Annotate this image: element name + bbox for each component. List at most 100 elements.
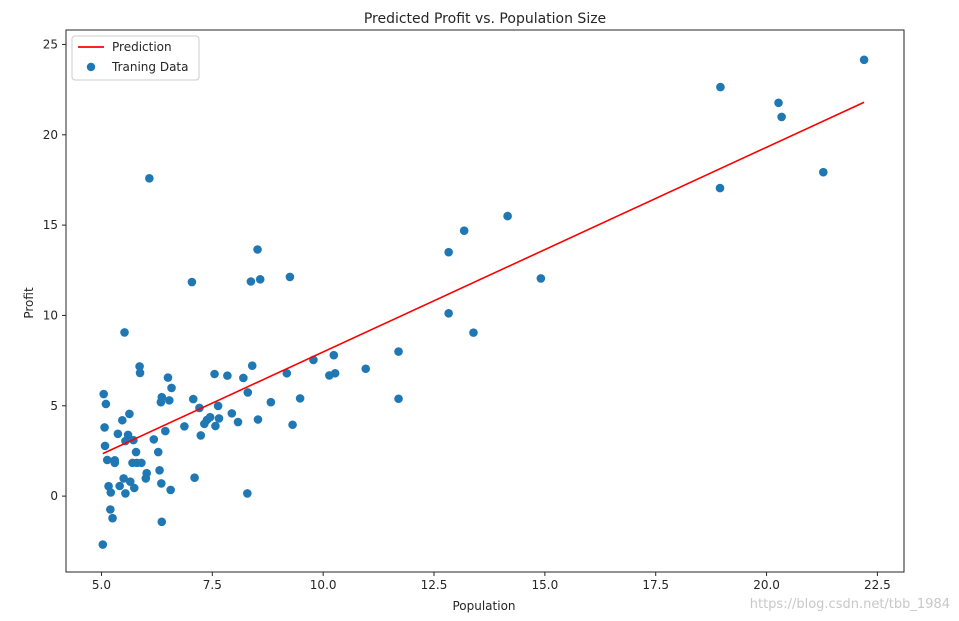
y-axis: 0 5 10 15 20 25 — [43, 37, 66, 503]
data-point — [110, 458, 120, 468]
data-point — [285, 272, 295, 282]
y-tick-label: 20 — [43, 128, 58, 142]
legend-marker-swatch — [86, 62, 96, 72]
data-point — [190, 473, 199, 482]
data-point — [459, 226, 469, 236]
data-point — [361, 364, 371, 374]
data-point — [239, 373, 248, 383]
prediction-line — [102, 101, 865, 455]
data-point — [266, 397, 276, 407]
data-point — [777, 112, 786, 122]
data-point — [120, 328, 129, 337]
data-point — [106, 488, 116, 497]
data-point — [142, 468, 151, 478]
y-tick-label: 10 — [43, 308, 58, 322]
data-point — [115, 481, 124, 491]
data-point — [243, 388, 253, 397]
data-point — [145, 174, 154, 183]
data-point — [205, 412, 215, 422]
data-point — [394, 394, 403, 404]
x-tick-label: 12.5 — [421, 578, 448, 592]
x-axis-title: Population — [452, 599, 515, 613]
data-point — [121, 489, 130, 498]
data-point — [246, 277, 256, 286]
x-tick-label: 17.5 — [642, 578, 669, 592]
data-point — [106, 505, 115, 514]
legend-label-prediction: Prediction — [112, 40, 172, 54]
data-point — [859, 55, 869, 65]
data-point — [223, 371, 232, 380]
x-tick-label: 15.0 — [531, 578, 558, 592]
data-point — [214, 414, 224, 423]
data-point — [330, 368, 340, 378]
data-point — [135, 362, 144, 371]
data-point — [157, 479, 166, 488]
data-point — [118, 415, 127, 425]
data-point — [774, 98, 783, 108]
data-point — [503, 211, 512, 221]
data-point — [819, 167, 828, 177]
x-axis: 5.0 7.5 10.0 12.5 15.0 17.5 20.0 22.5 — [92, 572, 891, 592]
data-point — [166, 485, 175, 495]
data-point — [102, 455, 112, 465]
data-point — [119, 474, 128, 483]
plot-area — [65, 29, 905, 573]
y-tick-label: 25 — [43, 37, 58, 51]
legend: Prediction Traning Data — [71, 35, 200, 81]
data-point — [165, 396, 174, 405]
data-point — [155, 465, 164, 475]
y-tick-label: 5 — [50, 399, 58, 413]
data-point — [99, 389, 108, 399]
data-point — [129, 483, 139, 493]
data-point — [108, 513, 117, 523]
data-point — [125, 409, 134, 419]
data-point — [167, 383, 176, 393]
data-point — [149, 435, 159, 444]
data-point — [100, 441, 110, 451]
data-point — [469, 328, 478, 337]
data-point — [715, 183, 725, 193]
data-point — [716, 82, 725, 92]
data-point — [253, 245, 262, 254]
data-point — [196, 431, 206, 440]
data-point — [444, 247, 453, 257]
data-point — [282, 368, 292, 378]
data-point — [153, 447, 163, 457]
data-point — [329, 350, 339, 360]
data-point — [288, 420, 297, 430]
data-point — [255, 275, 265, 284]
watermark: https://blog.csdn.net/tbb_1984 — [750, 597, 950, 612]
data-point — [163, 373, 173, 382]
data-point — [98, 540, 108, 549]
y-tick-label: 15 — [43, 218, 58, 232]
data-point — [213, 401, 223, 411]
data-point — [536, 274, 546, 283]
data-point — [180, 422, 189, 431]
data-point — [394, 347, 403, 356]
data-point — [211, 421, 220, 431]
data-point — [157, 392, 167, 402]
x-tick-label: 7.5 — [203, 578, 222, 592]
data-point — [188, 394, 198, 404]
chart-title: Predicted Profit vs. Population Size — [364, 11, 606, 27]
data-point — [101, 399, 111, 409]
data-point — [210, 369, 219, 379]
data-point — [157, 517, 167, 527]
data-point — [123, 430, 133, 440]
data-point — [295, 394, 305, 403]
data-point — [243, 489, 252, 498]
data-point — [187, 277, 197, 287]
data-point — [444, 308, 453, 318]
data-point — [131, 447, 141, 457]
y-tick-label: 0 — [50, 489, 58, 503]
data-point — [161, 426, 170, 436]
prediction-series — [102, 101, 865, 455]
x-tick-label: 5.0 — [92, 578, 111, 592]
y-axis-title: Profit — [22, 287, 36, 319]
data-point — [233, 417, 243, 427]
x-tick-label: 22.5 — [864, 578, 891, 592]
data-point — [100, 423, 109, 432]
legend-label-training-data: Traning Data — [111, 60, 188, 74]
data-point — [227, 409, 237, 418]
